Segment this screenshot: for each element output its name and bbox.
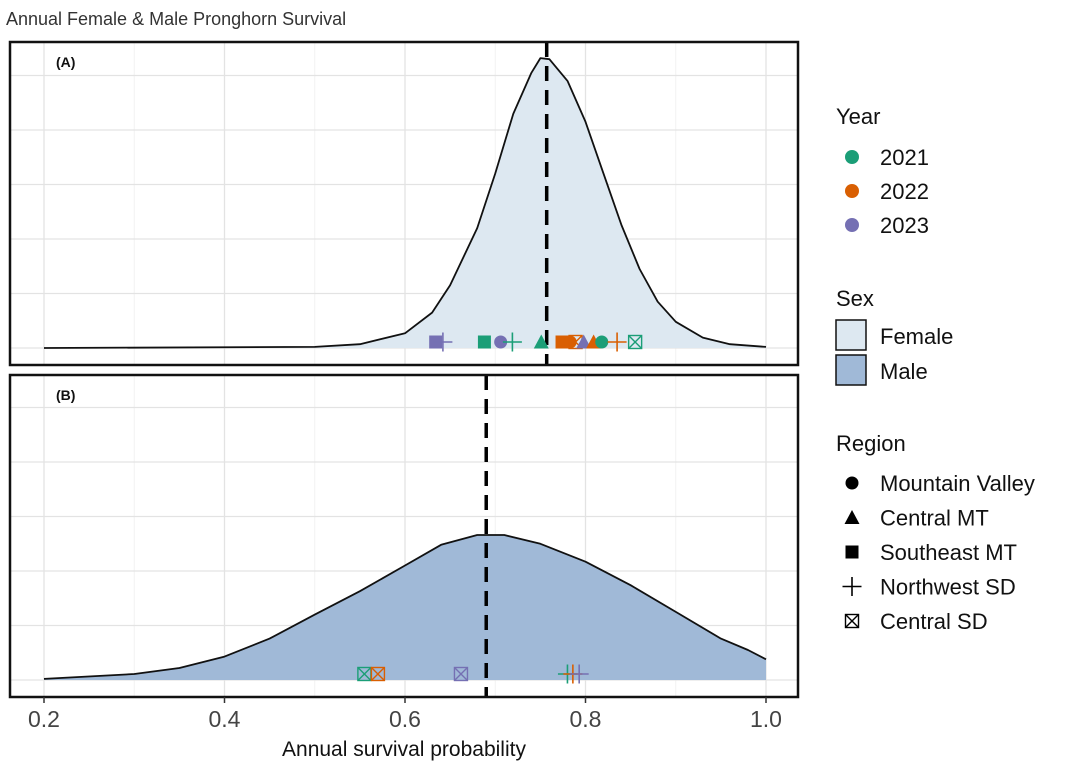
x-tick-label: 0.8 [570,706,602,732]
box [627,334,643,350]
legend-sex-swatch [835,319,867,351]
legend-sex-label: Female [880,324,953,349]
panel-label: (B) [56,387,75,403]
density-curve-male [43,534,767,680]
point-2023-northwest-sd [433,332,453,352]
legend-region-swatch [842,577,862,596]
cross-b [370,667,385,681]
point-2022-northwest-sd [607,332,627,352]
point-2023-central-sd [453,666,469,682]
legend-region-label: Central SD [880,609,988,634]
point-2023-northwest-sd [569,664,589,684]
x-tick-label: 1.0 [750,706,782,732]
density-area-male [44,535,766,680]
cross-b [845,614,859,628]
x-tick-label: 0.4 [209,706,241,732]
legend-sex-label: Male [880,359,928,384]
point-2023-mountain-valley [494,335,508,349]
legend-title-sex: Sex [836,286,874,311]
legend-year-label: 2022 [880,179,929,204]
panel-b: (B) [8,373,800,699]
legend-region-swatch [845,545,859,559]
x-tick-label: 0.6 [389,706,421,732]
point-2022-central-sd [370,666,386,682]
point-2021-southeast-mt [477,335,491,349]
legend-region-swatch [844,510,860,524]
legend-title-year: Year [836,104,880,129]
point-2021-central-mt [533,334,549,349]
cross-b [568,335,583,349]
legend-region-label: Mountain Valley [880,471,1035,496]
legend-title-region: Region [836,431,906,456]
point-2021-mountain-valley [595,335,609,349]
legend-region-swatch [844,613,860,629]
cross-b [628,335,643,349]
legend-region-label: Central MT [880,506,989,531]
x-tick-label: 0.2 [28,706,60,732]
x-axis-title: Annual survival probability [282,738,526,761]
cross-b [453,667,468,681]
legend-year-swatch [845,150,859,164]
panel-border [8,40,800,367]
panel-a: (A) [8,40,800,367]
point-2022-mountain-valley [563,335,577,349]
box [453,666,469,682]
legend-year-label: 2021 [880,145,929,170]
point-2021-central-sd [357,666,372,682]
panel-border [8,373,800,699]
point-2021-northwest-sd [502,332,522,352]
legend-region-swatch [845,476,859,490]
chart-title: Annual Female & Male Pronghorn Survival [6,9,346,29]
cross-b [357,667,372,681]
point-2021-central-sd [627,334,643,350]
box [844,613,860,629]
legend-region-label: Southeast MT [880,540,1017,565]
legend-year-label: 2023 [880,213,929,238]
legend-year-swatch [845,218,859,232]
legend-year-swatch [845,184,859,198]
panel-label: (A) [56,54,75,70]
legend-region-label: Northwest SD [880,575,1016,600]
box [370,666,386,682]
legend-sex-swatch [835,354,867,386]
point-2023-central-mt [576,334,592,349]
density-curve-female [43,57,767,349]
density-area-female [44,58,766,348]
